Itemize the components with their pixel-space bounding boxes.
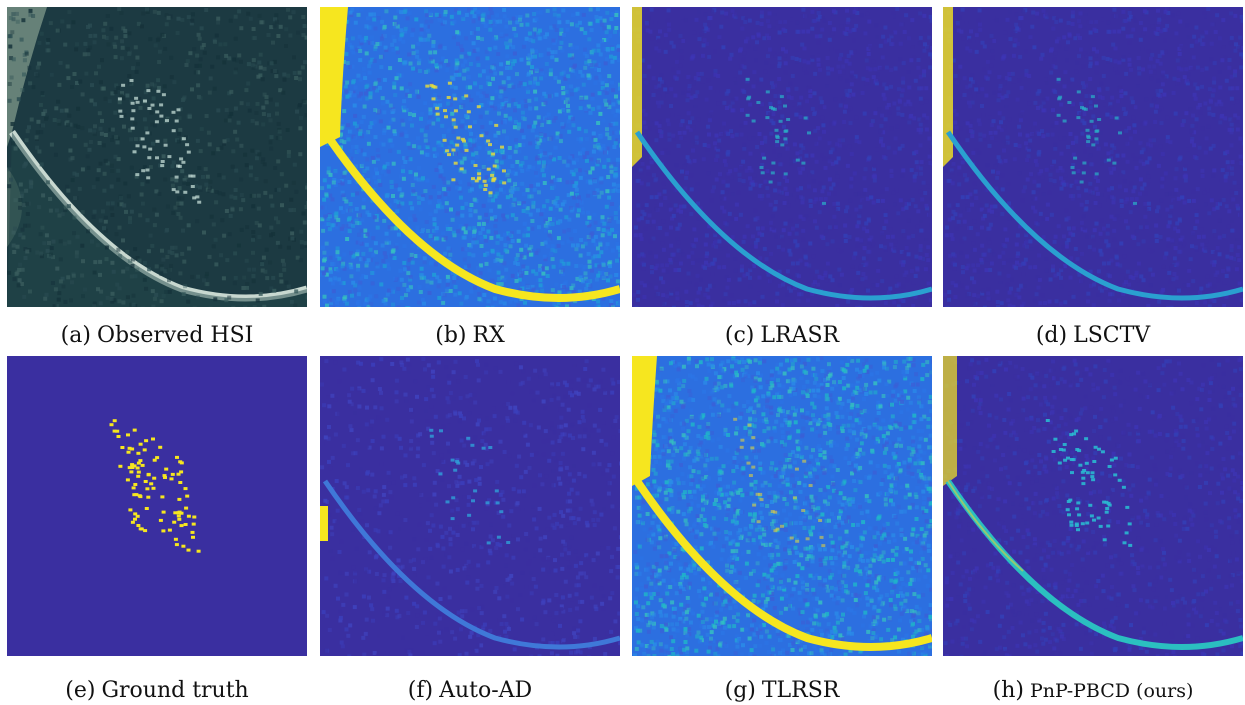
observed-hsi-image bbox=[7, 7, 307, 307]
caption-a: (a) Observed HSI bbox=[60, 323, 254, 348]
auto-ad-result-image bbox=[320, 356, 620, 656]
caption-c: (c) LRASR bbox=[724, 323, 840, 348]
lrasr-result-image bbox=[632, 7, 932, 307]
caption-d: (d) LSCTV bbox=[1035, 323, 1151, 348]
caption-g: (g) TLRSR bbox=[724, 678, 840, 703]
rx-result-image bbox=[320, 7, 620, 307]
lsctv-result-image bbox=[943, 7, 1243, 307]
caption-b: (b) RX bbox=[435, 323, 505, 348]
caption-h: (h) PnP-PBCD (ours) bbox=[992, 678, 1194, 703]
caption-e: (e) Ground truth bbox=[65, 678, 249, 703]
caption-f: (f) Auto-AD bbox=[407, 678, 533, 703]
pnp-pbcd-result-image bbox=[943, 356, 1243, 656]
ground-truth-image bbox=[7, 356, 307, 656]
tlrsr-result-image bbox=[632, 356, 932, 656]
